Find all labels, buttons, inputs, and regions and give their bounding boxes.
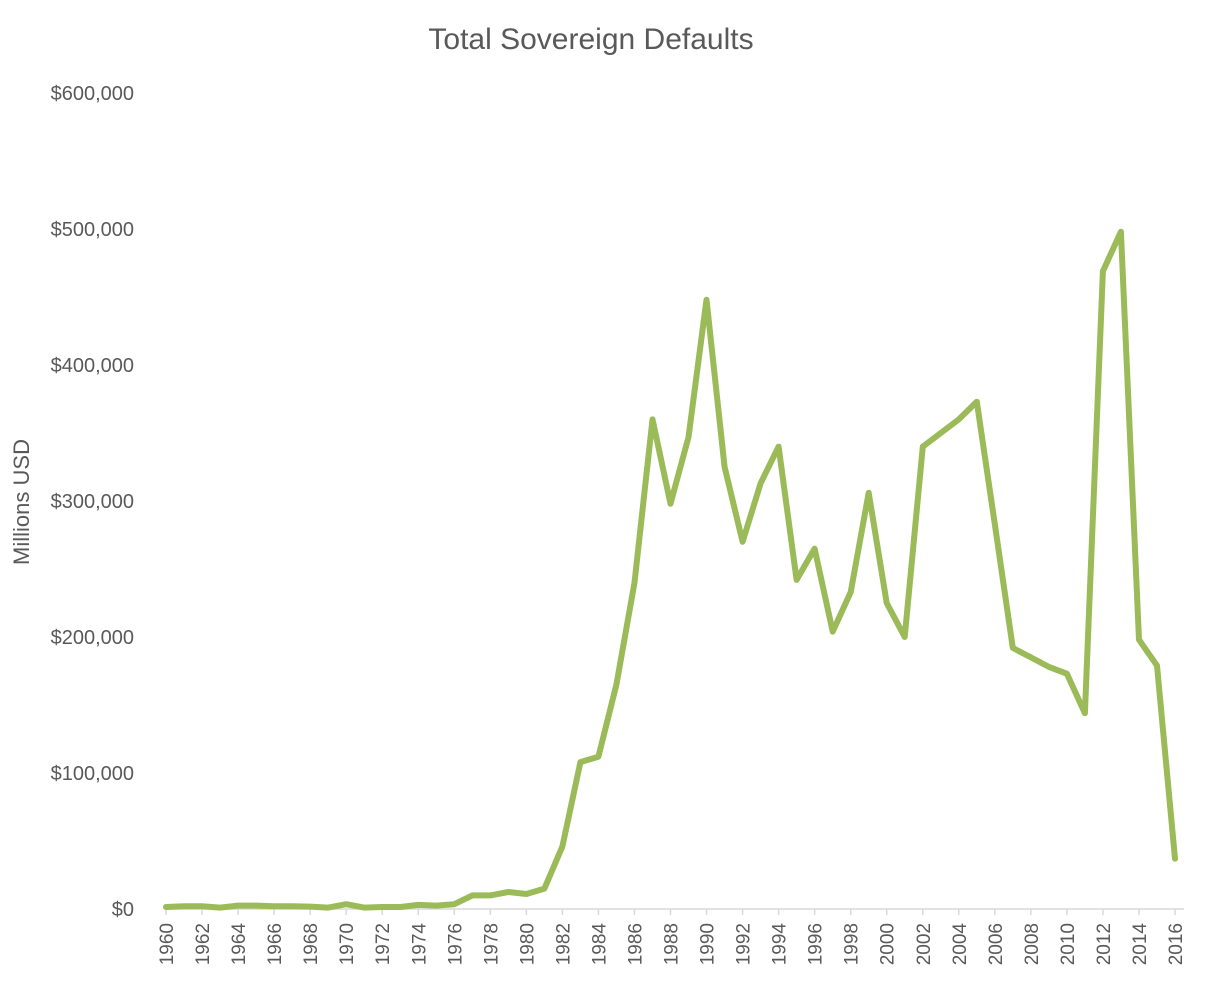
x-tick-label: 1982 — [553, 923, 574, 965]
x-tick-label: 2016 — [1166, 923, 1187, 965]
x-tick-label: 2012 — [1094, 923, 1115, 965]
x-tick-label: 1998 — [842, 923, 863, 965]
y-tick-label: $500,000 — [51, 219, 134, 241]
x-tick-label: 1992 — [734, 923, 755, 965]
x-tick-label: 1960 — [157, 923, 178, 965]
x-tick-label: 1990 — [698, 923, 719, 965]
x-tick-label: 2000 — [878, 923, 899, 965]
x-tick-label: 2014 — [1130, 923, 1151, 966]
x-tick-label: 1972 — [373, 923, 394, 965]
x-axis-ticks: 1960 1962 1964 1966 1968 1970 1972 1974 1976 1978… — [157, 909, 1187, 965]
x-tick-label: 2008 — [1022, 923, 1043, 965]
y-tick-label: $300,000 — [51, 491, 134, 513]
x-tick-label: 1976 — [445, 923, 466, 965]
x-tick-label: 1988 — [662, 923, 683, 965]
y-axis-label: Millions USD — [9, 439, 34, 565]
x-tick-label: 2010 — [1058, 923, 1079, 965]
x-tick-label: 1974 — [409, 923, 430, 966]
x-tick-label: 1978 — [481, 923, 502, 965]
x-tick-label: 1980 — [517, 923, 538, 965]
y-tick-label: $100,000 — [51, 763, 134, 785]
x-tick-label: 2002 — [914, 923, 935, 965]
y-tick-label: $600,000 — [51, 83, 134, 105]
x-tick-label: 1984 — [589, 923, 610, 966]
x-tick-label: 2006 — [986, 923, 1007, 965]
x-tick-label: 1964 — [229, 923, 250, 966]
x-tick-label: 1996 — [806, 923, 827, 965]
x-tick-label: 1986 — [625, 923, 646, 965]
y-tick-label: $400,000 — [51, 355, 134, 377]
y-axis-ticks: $0 $100,000 $200,000 $300,000 $400,000 $500,0… — [51, 83, 134, 921]
x-tick-label: 1962 — [193, 923, 214, 965]
x-tick-label: 1970 — [337, 923, 358, 965]
chart-title: Total Sovereign Defaults — [428, 23, 753, 56]
series-line-total-defaults — [163, 228, 1178, 911]
x-tick-label: 2004 — [950, 923, 971, 966]
x-tick-label: 1994 — [770, 923, 791, 966]
x-tick-label: 1966 — [265, 923, 286, 965]
y-tick-label: $200,000 — [51, 627, 134, 649]
x-tick-label: 1968 — [301, 923, 322, 965]
y-tick-label: $0 — [112, 899, 134, 921]
